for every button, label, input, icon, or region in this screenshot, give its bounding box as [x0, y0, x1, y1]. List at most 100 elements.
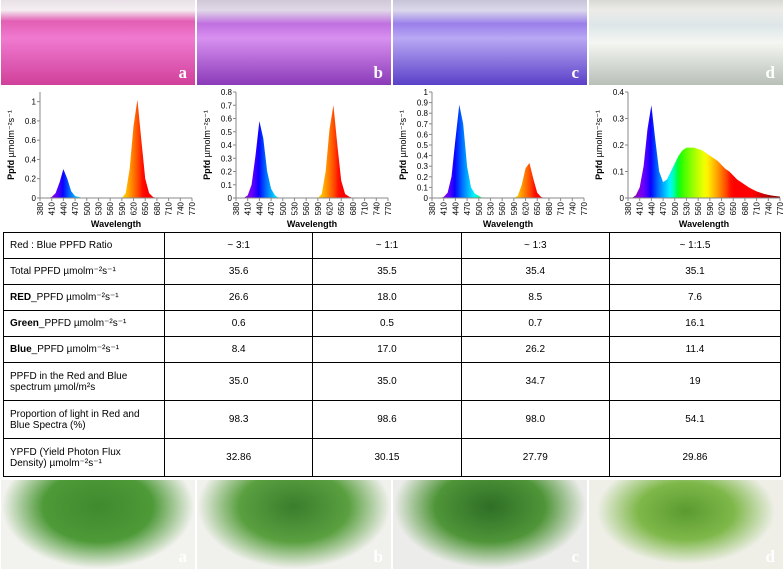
y-tick-label: 0.6	[25, 136, 37, 145]
x-tick-label: 440	[255, 201, 264, 215]
x-axis-label: Wavelength	[287, 219, 337, 229]
x-axis-label: Wavelength	[91, 219, 141, 229]
y-tick-label: 0.8	[417, 109, 429, 118]
x-tick-label: 620	[522, 201, 531, 215]
row-label-text: _PPFD µmolm⁻²s⁻¹	[31, 292, 119, 303]
x-tick-label: 380	[428, 201, 437, 215]
spectrum-area	[40, 99, 192, 198]
cell: ~ 1:3	[460, 232, 610, 259]
cell: 35.4	[460, 258, 610, 285]
x-axis-label: Wavelength	[679, 219, 729, 229]
row-label: PPFD in the Red and Blue spectrum µmol/m…	[3, 362, 165, 401]
y-tick-label: 0.1	[221, 181, 233, 190]
row-label-text: PPFD in the Red and Blue spectrum µmol/m…	[10, 370, 128, 393]
cell: 27.79	[460, 438, 610, 477]
cell: 26.2	[460, 336, 610, 363]
y-axis-label: Ppfd µmolm⁻²s⁻¹	[398, 110, 408, 180]
x-tick-label: 470	[267, 201, 276, 215]
x-axis-label: Wavelength	[483, 219, 533, 229]
y-axis-label: Ppfd µmolm⁻²s⁻¹	[6, 110, 16, 180]
cell: 0.7	[460, 310, 610, 337]
row-label-text: _PPFD µmolm⁻²s⁻¹	[31, 344, 120, 355]
y-tick-label: 0	[32, 194, 37, 203]
x-tick-label: 560	[106, 201, 115, 215]
x-tick-label: 590	[706, 201, 715, 215]
y-tick-label: 0.7	[221, 101, 233, 110]
x-tick-label: 560	[694, 201, 703, 215]
row-label: YPFD (Yield Photon Flux Density) µmolm⁻²…	[3, 438, 165, 477]
y-tick-label: 0.2	[613, 141, 625, 150]
x-tick-label: 470	[71, 201, 80, 215]
x-tick-label: 650	[729, 201, 738, 215]
x-tick-label: 590	[118, 201, 127, 215]
row-label-text: Red : Blue PPFD Ratio	[10, 240, 113, 251]
table-row: Total PPFD µmolm⁻²s⁻¹ 35.6 35.5 35.4 35.1	[3, 258, 782, 285]
y-tick-label: 0.6	[417, 130, 429, 139]
y-tick-label: 0.7	[417, 120, 429, 129]
x-tick-label: 740	[568, 201, 577, 215]
photo: b	[197, 480, 391, 569]
row-label: Proportion of light in Red and Blue Spec…	[3, 400, 165, 439]
y-label-part: µmolm⁻²s⁻¹	[398, 110, 408, 160]
y-tick-label: 0	[228, 194, 233, 203]
cell: ~ 3:1	[163, 232, 314, 259]
cell: 32.86	[163, 438, 314, 477]
cell: 35.6	[163, 258, 314, 285]
y-tick-label: 0.2	[417, 173, 429, 182]
x-tick-label: 560	[302, 201, 311, 215]
y-tick-label: 0.3	[221, 154, 233, 163]
row-label-text: Total PPFD µmolm⁻²s⁻¹	[10, 266, 116, 277]
y-tick-label: 0.3	[417, 162, 429, 171]
x-tick-label: 770	[580, 201, 589, 215]
cell: 29.86	[608, 438, 782, 477]
table-row: RED_PPFD µmolm⁻²s⁻¹ 26.6 18.0 8.5 7.6	[3, 284, 782, 311]
x-tick-label: 680	[153, 201, 162, 215]
x-tick-label: 620	[326, 201, 335, 215]
x-tick-label: 530	[682, 201, 691, 215]
cell: ~ 1:1.5	[608, 232, 782, 259]
x-tick-label: 680	[741, 201, 750, 215]
x-tick-label: 590	[314, 201, 323, 215]
cell: 18.0	[312, 284, 462, 311]
y-tick-label: 0.8	[25, 117, 37, 126]
x-tick-label: 380	[36, 201, 45, 215]
row-label: Blue_PPFD µmolm⁻²s⁻¹	[3, 336, 165, 363]
y-label-part: µmolm⁻²s⁻¹	[202, 110, 212, 160]
x-tick-label: 650	[533, 201, 542, 215]
spectrum-area	[432, 104, 584, 198]
x-tick-label: 410	[48, 201, 57, 215]
x-tick-label: 560	[498, 201, 507, 215]
cell: 7.6	[608, 284, 782, 311]
cell: 35.0	[163, 362, 314, 401]
x-tick-label: 530	[94, 201, 103, 215]
x-tick-label: 380	[624, 201, 633, 215]
photo: c	[393, 480, 587, 569]
y-tick-label: 0.1	[417, 183, 429, 192]
x-tick-label: 590	[510, 201, 519, 215]
row-label: Red : Blue PPFD Ratio	[3, 232, 165, 259]
panel-label: a	[178, 547, 188, 566]
row-label: Total PPFD µmolm⁻²s⁻¹	[3, 258, 165, 285]
x-tick-label: 740	[372, 201, 381, 215]
x-tick-label: 500	[279, 201, 288, 215]
x-tick-label: 440	[647, 201, 656, 215]
panel-label: a	[178, 63, 188, 82]
cell: 35.1	[608, 258, 782, 285]
panel-label: d	[765, 547, 775, 566]
photo: a	[1, 480, 195, 569]
photo: c	[393, 0, 587, 85]
x-tick-label: 710	[557, 201, 566, 215]
y-tick-label: 0	[620, 194, 625, 203]
row-label-bold: Blue	[10, 344, 32, 355]
x-tick-label: 500	[671, 201, 680, 215]
x-tick-label: 500	[475, 201, 484, 215]
row-label-text: YPFD (Yield Photon Flux Density) µmolm⁻²…	[10, 446, 121, 469]
x-tick-label: 440	[59, 201, 68, 215]
table-row: Blue_PPFD µmolm⁻²s⁻¹ 8.4 17.0 26.2 11.4	[3, 336, 782, 363]
x-tick-label: 740	[176, 201, 185, 215]
photo: d	[589, 480, 783, 569]
panel-label: d	[765, 63, 775, 82]
x-tick-label: 470	[659, 201, 668, 215]
y-label-part: Ppfd	[6, 160, 16, 180]
x-tick-label: 530	[486, 201, 495, 215]
